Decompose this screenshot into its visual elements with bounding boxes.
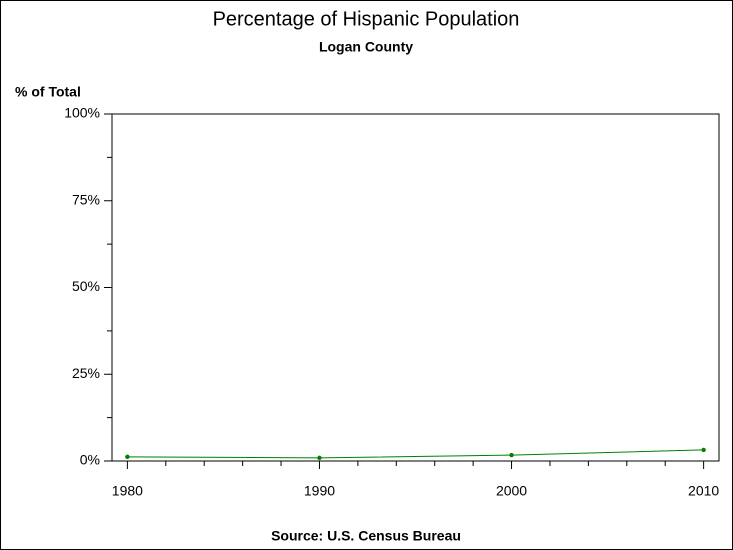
chart-subtitle: Logan County [319, 39, 413, 55]
x-tick-label: 1980 [112, 483, 143, 499]
data-line [127, 449, 704, 459]
data-point [509, 452, 514, 458]
y-tick-label: 0% [80, 452, 100, 468]
x-tick-label: 2000 [496, 483, 527, 499]
source-note: Source: U.S. Census Bureau [271, 528, 461, 544]
data-point [125, 454, 130, 460]
y-tick-label: 75% [72, 191, 100, 207]
chart-title: Percentage of Hispanic Population [213, 8, 520, 30]
x-tick-label: 1990 [304, 483, 335, 499]
y-axis-label: % of Total [15, 84, 81, 100]
data-point [701, 447, 706, 453]
data-point [317, 455, 322, 461]
y-tick-label: 25% [72, 365, 100, 381]
y-tick-label: 100% [64, 105, 100, 121]
x-tick-label: 2010 [688, 483, 719, 499]
y-tick-label: 50% [72, 278, 100, 294]
